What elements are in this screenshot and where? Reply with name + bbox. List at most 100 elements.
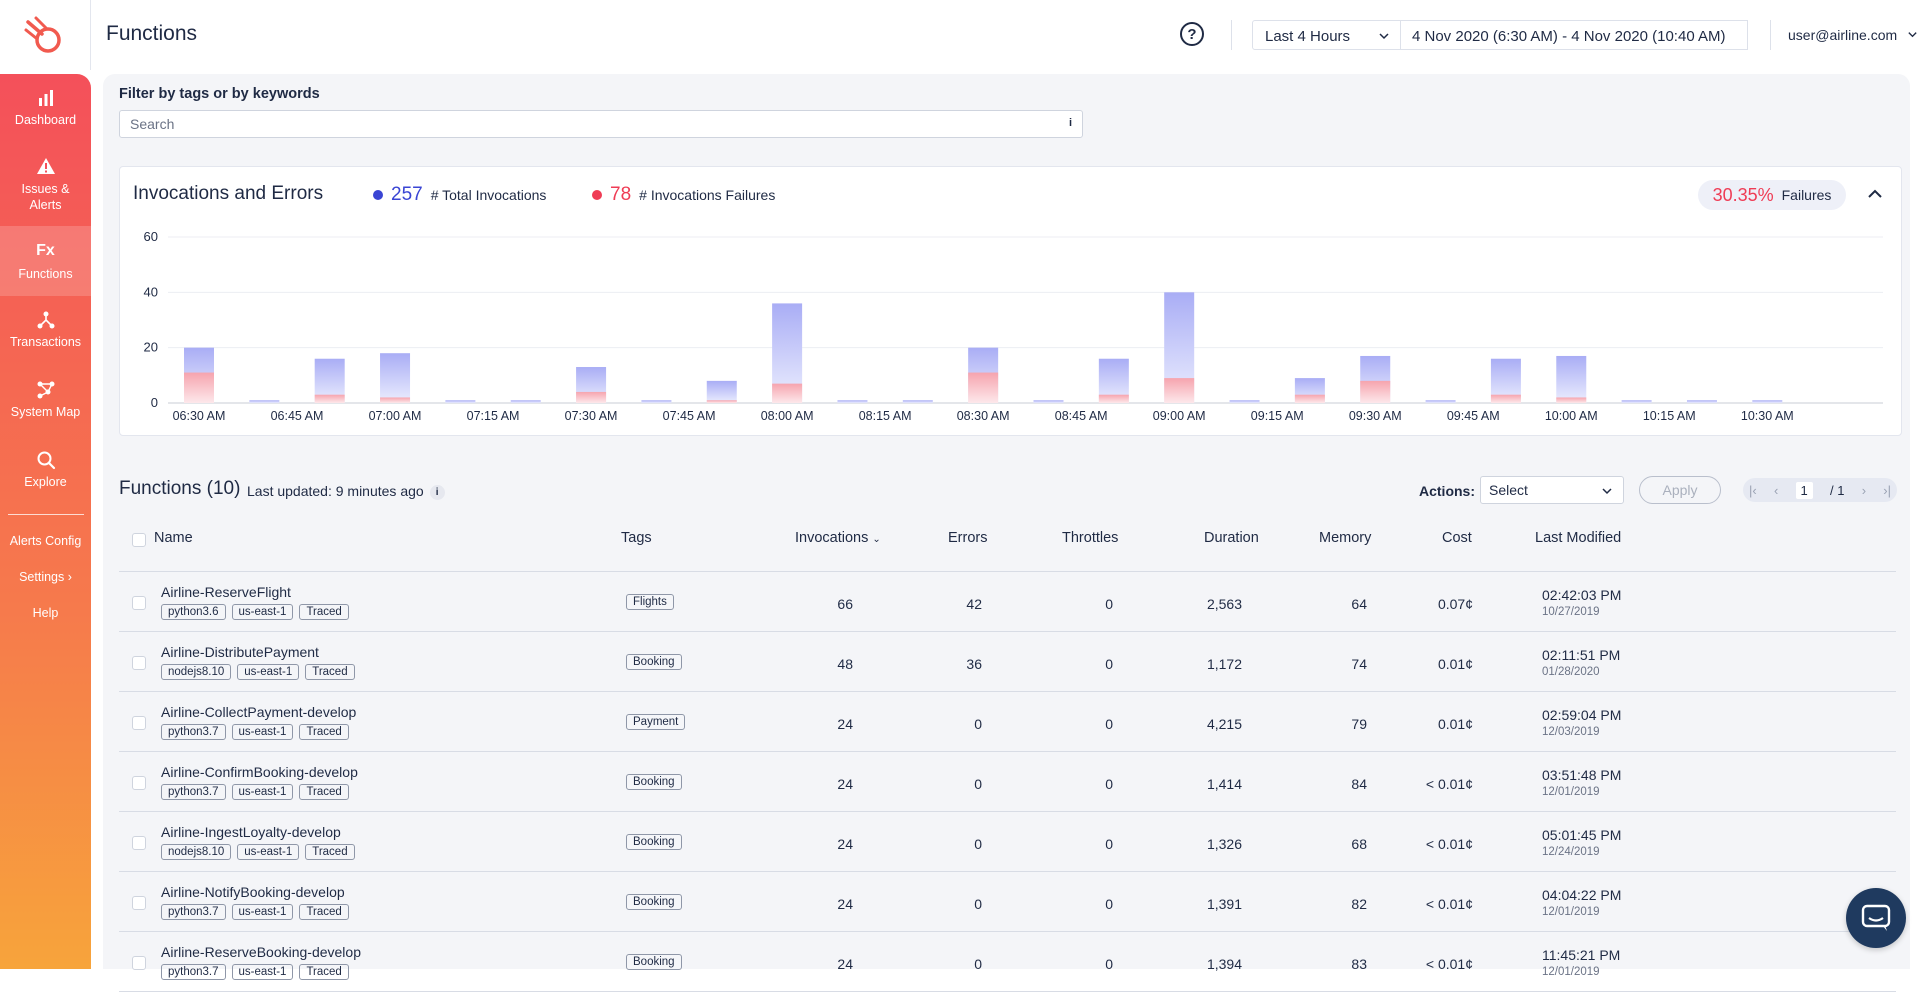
- failures-bar[interactable]: [1164, 378, 1195, 403]
- row-checkbox[interactable]: [132, 776, 146, 790]
- table-row[interactable]: Airline-ReserveFlight python3.6 us-east-1 T…: [119, 572, 1896, 632]
- runtime-chip[interactable]: python3.7: [161, 904, 226, 920]
- failures-bar[interactable]: [1360, 380, 1391, 403]
- page-input[interactable]: 1: [1795, 481, 1813, 499]
- failures-bar[interactable]: [184, 372, 214, 403]
- runtime-chip[interactable]: nodejs8.10: [161, 664, 232, 680]
- table-row[interactable]: Airline-ReserveBooking-develop python3.7 u…: [119, 932, 1896, 992]
- user-menu[interactable]: user@airline.com: [1788, 27, 1918, 43]
- runtime-chip[interactable]: python3.7: [161, 784, 226, 800]
- row-checkbox[interactable]: [132, 716, 146, 730]
- failures-bar[interactable]: [968, 372, 999, 403]
- invocations-bar[interactable]: [837, 400, 868, 403]
- row-checkbox[interactable]: [132, 836, 146, 850]
- sidebar-item-issues-alerts[interactable]: Issues & Alerts: [0, 156, 91, 226]
- function-name[interactable]: Airline-ReserveFlight: [161, 584, 291, 600]
- failures-bar[interactable]: [706, 400, 737, 403]
- prev-page-icon[interactable]: ‹: [1773, 482, 1779, 498]
- col-cost[interactable]: Cost: [1442, 530, 1472, 546]
- info-icon[interactable]: i: [1068, 117, 1072, 129]
- invocations-bar[interactable]: [706, 380, 737, 403]
- invocations-bar[interactable]: [641, 400, 672, 403]
- invocations-bar[interactable]: [1033, 400, 1064, 403]
- runtime-chip[interactable]: nodejs8.10: [161, 844, 232, 860]
- chat-button[interactable]: [1846, 888, 1906, 948]
- invocations-bar[interactable]: [1425, 400, 1456, 403]
- traced-chip[interactable]: Traced: [299, 604, 349, 620]
- sidebar-link-help[interactable]: Help: [32, 606, 59, 620]
- region-chip[interactable]: us-east-1: [231, 964, 294, 980]
- sidebar-item-system-map[interactable]: System Map: [0, 380, 91, 436]
- collapse-chart-button[interactable]: [1866, 185, 1884, 208]
- tag-chip[interactable]: Flights: [626, 594, 674, 610]
- row-checkbox[interactable]: [132, 596, 146, 610]
- sidebar-item-dashboard[interactable]: Dashboard: [0, 88, 91, 144]
- actions-select[interactable]: Select: [1480, 476, 1624, 504]
- traced-chip[interactable]: Traced: [299, 964, 349, 980]
- invocations-bar[interactable]: [1752, 400, 1783, 403]
- traced-chip[interactable]: Traced: [305, 664, 355, 680]
- region-chip[interactable]: us-east-1: [231, 784, 294, 800]
- invocations-bar[interactable]: [1556, 355, 1587, 403]
- function-name[interactable]: Airline-IngestLoyalty-develop: [161, 824, 341, 840]
- failures-bar[interactable]: [1556, 397, 1587, 403]
- sidebar-link-alerts-config[interactable]: Alerts Config: [9, 534, 82, 548]
- invocations-bar[interactable]: [1621, 400, 1652, 403]
- row-checkbox[interactable]: [132, 896, 146, 910]
- last-page-icon[interactable]: ›|: [1883, 482, 1891, 498]
- failures-bar[interactable]: [1490, 394, 1521, 403]
- failures-bar[interactable]: [772, 383, 803, 403]
- tag-chip[interactable]: Payment: [626, 714, 686, 730]
- invocations-bar[interactable]: [510, 400, 541, 403]
- sidebar-link-settings[interactable]: Settings ›: [19, 570, 72, 584]
- col-memory[interactable]: Memory: [1319, 530, 1372, 546]
- function-name[interactable]: Airline-ConfirmBooking-develop: [161, 764, 358, 780]
- col-last-modified[interactable]: Last Modified: [1535, 530, 1622, 546]
- traced-chip[interactable]: Traced: [299, 724, 349, 740]
- invocations-bar[interactable]: [1686, 400, 1717, 403]
- row-checkbox[interactable]: [132, 656, 146, 670]
- time-range-select[interactable]: Last 4 Hours: [1252, 20, 1401, 50]
- sidebar-item-transactions[interactable]: Transactions: [0, 310, 91, 366]
- runtime-chip[interactable]: python3.6: [161, 604, 226, 620]
- help-button[interactable]: ?: [1180, 22, 1204, 46]
- region-chip[interactable]: us-east-1: [237, 664, 300, 680]
- failures-bar[interactable]: [314, 394, 345, 403]
- row-checkbox[interactable]: [132, 956, 146, 970]
- select-all-checkbox[interactable]: [132, 533, 146, 547]
- apply-button[interactable]: Apply: [1639, 476, 1721, 504]
- table-row[interactable]: Airline-DistributePayment nodejs8.10 us-ea…: [119, 632, 1896, 692]
- col-duration[interactable]: Duration: [1204, 530, 1259, 546]
- runtime-chip[interactable]: python3.7: [161, 724, 226, 740]
- date-range-field[interactable]: 4 Nov 2020 (6:30 AM) - 4 Nov 2020 (10:40…: [1400, 20, 1748, 50]
- failures-bar[interactable]: [1294, 394, 1325, 403]
- tag-chip[interactable]: Booking: [626, 954, 682, 970]
- invocations-bar[interactable]: [249, 400, 280, 403]
- table-row[interactable]: Airline-IngestLoyalty-develop nodejs8.10 u…: [119, 812, 1896, 872]
- traced-chip[interactable]: Traced: [305, 844, 355, 860]
- tag-chip[interactable]: Booking: [626, 654, 682, 670]
- region-chip[interactable]: us-east-1: [231, 724, 294, 740]
- invocations-bar[interactable]: [902, 400, 933, 403]
- tag-chip[interactable]: Booking: [626, 834, 682, 850]
- next-page-icon[interactable]: ›: [1861, 482, 1867, 498]
- table-row[interactable]: Airline-NotifyBooking-develop python3.7 us…: [119, 872, 1896, 932]
- table-row[interactable]: Airline-ConfirmBooking-develop python3.7 u…: [119, 752, 1896, 812]
- tag-chip[interactable]: Booking: [626, 894, 682, 910]
- col-throttles[interactable]: Throttles: [1062, 530, 1119, 546]
- function-name[interactable]: Airline-NotifyBooking-develop: [161, 884, 345, 900]
- info-icon[interactable]: i: [429, 484, 445, 500]
- table-row[interactable]: Airline-CollectPayment-develop python3.7 u…: [119, 692, 1896, 752]
- failures-bar[interactable]: [380, 397, 411, 403]
- col-name[interactable]: Name: [154, 530, 193, 546]
- runtime-chip[interactable]: python3.7: [161, 964, 226, 980]
- col-invocations[interactable]: Invocations ⌄: [795, 530, 881, 546]
- region-chip[interactable]: us-east-1: [231, 904, 294, 920]
- sidebar-item-functions[interactable]: Fx Functions: [0, 226, 91, 296]
- region-chip[interactable]: us-east-1: [237, 844, 300, 860]
- col-errors[interactable]: Errors: [948, 530, 988, 546]
- function-name[interactable]: Airline-ReserveBooking-develop: [161, 944, 361, 960]
- invocations-bar[interactable]: [1229, 400, 1260, 403]
- invocations-bar[interactable]: [380, 353, 411, 403]
- region-chip[interactable]: us-east-1: [231, 604, 294, 620]
